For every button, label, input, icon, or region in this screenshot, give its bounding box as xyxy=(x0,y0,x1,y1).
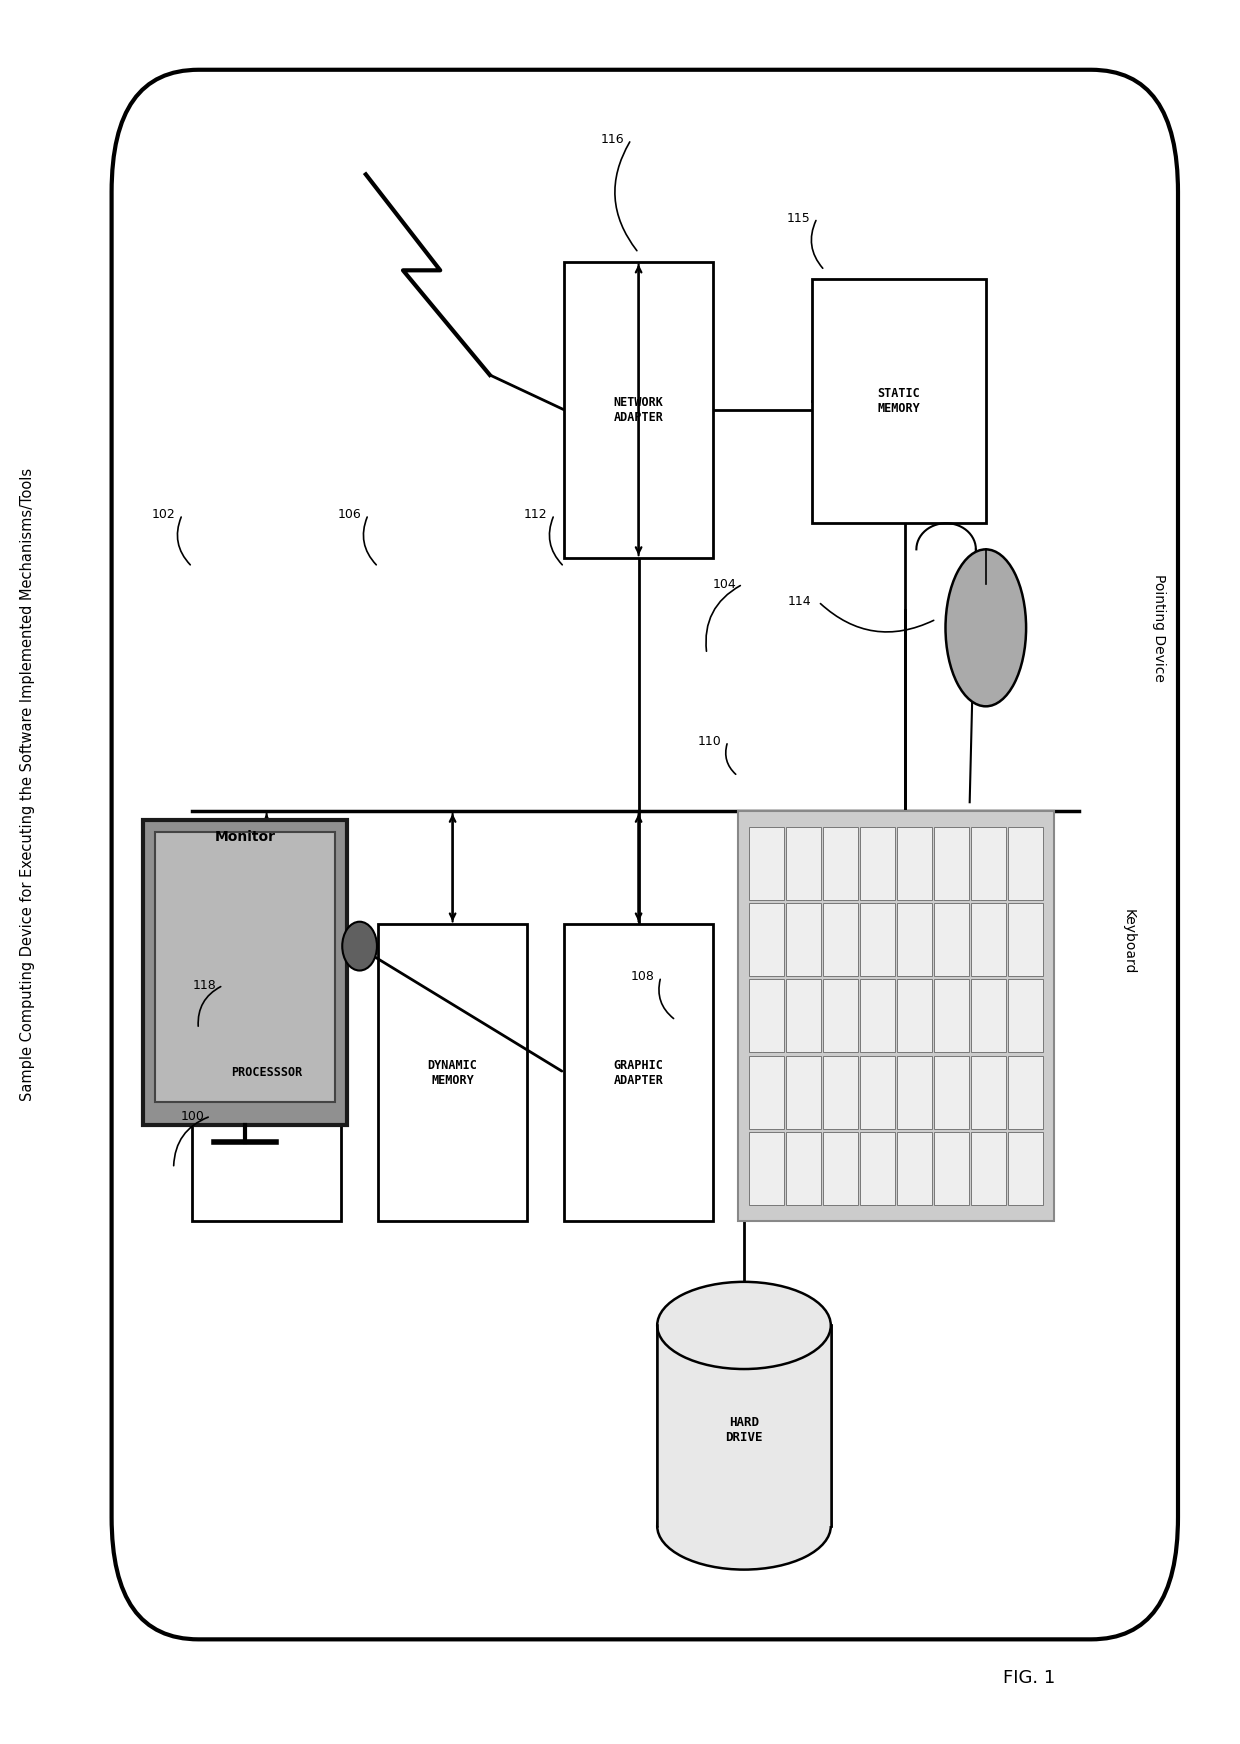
Bar xyxy=(934,980,968,1052)
Bar xyxy=(897,980,931,1052)
Ellipse shape xyxy=(657,1482,831,1570)
Bar xyxy=(823,1132,858,1205)
Bar xyxy=(1008,1132,1043,1205)
Bar xyxy=(378,924,527,1221)
Text: 104: 104 xyxy=(712,577,737,591)
Text: 100: 100 xyxy=(180,1109,205,1123)
Bar xyxy=(564,924,713,1221)
Bar xyxy=(1008,827,1043,900)
Bar xyxy=(823,827,858,900)
Text: 116: 116 xyxy=(600,133,625,146)
Bar xyxy=(786,827,821,900)
Bar xyxy=(971,903,1006,977)
Bar xyxy=(786,980,821,1052)
Ellipse shape xyxy=(946,549,1027,706)
Bar xyxy=(749,1132,784,1205)
Bar xyxy=(861,827,894,900)
Bar xyxy=(861,1055,894,1128)
Text: STATIC
MEMORY: STATIC MEMORY xyxy=(878,387,920,415)
Text: Monitor: Monitor xyxy=(215,830,275,844)
Bar xyxy=(657,1325,831,1526)
Bar xyxy=(861,980,894,1052)
Bar xyxy=(971,1055,1006,1128)
Text: 108: 108 xyxy=(630,970,655,984)
Bar xyxy=(823,903,858,977)
Bar xyxy=(749,1055,784,1128)
Bar xyxy=(786,1055,821,1128)
Text: GRAPHIC
ADAPTER: GRAPHIC ADAPTER xyxy=(614,1059,663,1087)
Ellipse shape xyxy=(657,1282,831,1369)
Text: NETWORK
ADAPTER: NETWORK ADAPTER xyxy=(614,396,663,424)
Bar xyxy=(934,827,968,900)
Text: 112: 112 xyxy=(523,508,548,521)
Text: 114: 114 xyxy=(787,595,812,609)
Text: FIG. 1: FIG. 1 xyxy=(1003,1669,1055,1686)
Text: Pointing Device: Pointing Device xyxy=(1152,574,1167,682)
Bar xyxy=(749,827,784,900)
Bar xyxy=(564,262,713,558)
Bar xyxy=(971,1132,1006,1205)
Bar xyxy=(786,1132,821,1205)
Bar xyxy=(786,903,821,977)
Circle shape xyxy=(342,921,377,971)
Bar xyxy=(861,903,894,977)
Text: 110: 110 xyxy=(697,734,722,748)
Text: PROCESSSOR: PROCESSSOR xyxy=(231,1066,303,1080)
Text: DYNAMIC
MEMORY: DYNAMIC MEMORY xyxy=(428,1059,477,1087)
Text: HARD
DRIVE: HARD DRIVE xyxy=(725,1416,763,1444)
Bar xyxy=(1008,1055,1043,1128)
Bar xyxy=(1008,903,1043,977)
Text: Sample Computing Device for Executing the Software Implemented Mechanisms/Tools: Sample Computing Device for Executing th… xyxy=(20,467,35,1102)
Bar xyxy=(823,980,858,1052)
Bar xyxy=(155,832,335,1102)
Bar xyxy=(861,1132,894,1205)
Bar xyxy=(934,1132,968,1205)
Bar xyxy=(897,903,931,977)
Bar xyxy=(812,279,986,523)
Bar xyxy=(971,827,1006,900)
Bar xyxy=(1008,980,1043,1052)
Text: 115: 115 xyxy=(786,211,811,225)
Bar xyxy=(738,811,1054,1221)
Bar xyxy=(934,903,968,977)
Text: 106: 106 xyxy=(337,508,362,521)
Text: 102: 102 xyxy=(151,508,176,521)
Bar xyxy=(823,1055,858,1128)
Bar xyxy=(143,820,347,1125)
Text: 118: 118 xyxy=(192,978,217,992)
Bar xyxy=(971,980,1006,1052)
Bar xyxy=(897,827,931,900)
Bar xyxy=(192,924,341,1221)
FancyBboxPatch shape xyxy=(112,70,1178,1639)
Bar xyxy=(934,1055,968,1128)
Bar xyxy=(749,903,784,977)
Text: Keyboard: Keyboard xyxy=(1121,909,1136,975)
Bar xyxy=(897,1055,931,1128)
Bar xyxy=(749,980,784,1052)
Bar xyxy=(897,1132,931,1205)
